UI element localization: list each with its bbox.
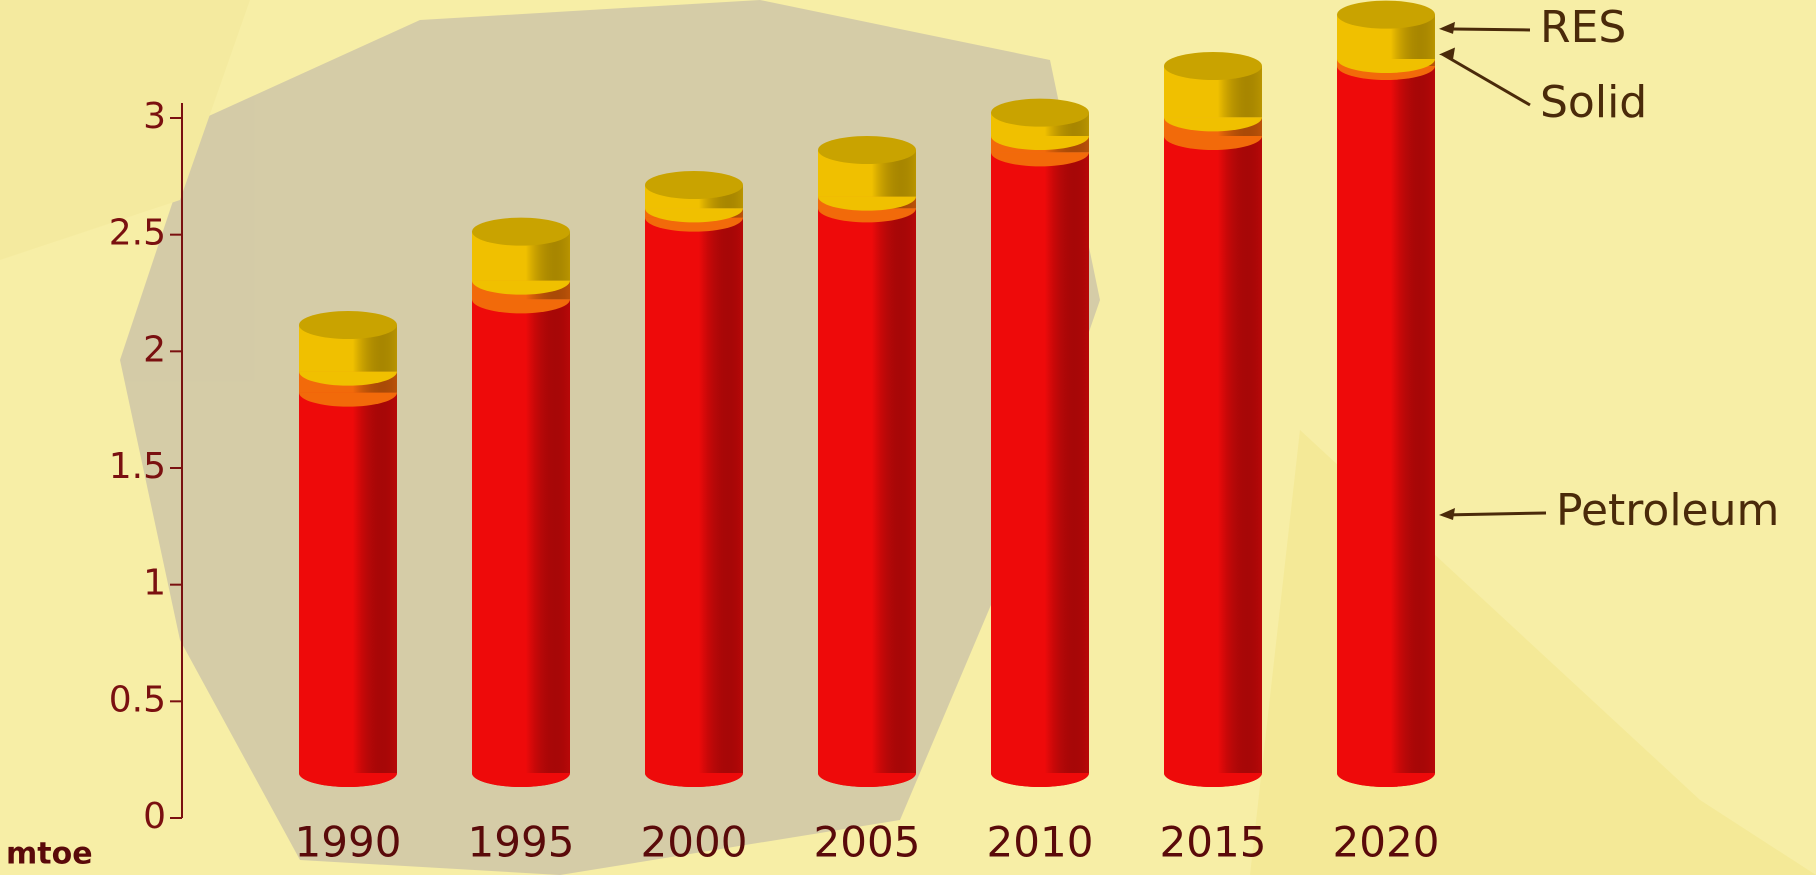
page: {"chart_data": {"type": "bar", "stacked"… (0, 0, 1816, 875)
annotation-arrowhead (1439, 508, 1455, 520)
y-tick-label: 1 (143, 563, 166, 604)
x-tick-label: 1995 (468, 818, 575, 867)
y-axis-label: mtoe (6, 837, 93, 872)
legend-label: RES (1540, 2, 1626, 53)
bar-shade (818, 208, 916, 773)
y-tick-label: 1.5 (109, 446, 166, 487)
bar-top (472, 218, 570, 246)
bar-top (1337, 1, 1435, 29)
x-tick-label: 2010 (987, 818, 1094, 867)
bar-shade (1337, 66, 1435, 773)
y-tick-label: 3 (143, 96, 166, 137)
chart: mtoe 0 0.5 1 1.5 2 2.5 3 1990 1995 2000 2005 2010 20… (0, 0, 1816, 875)
x-tick-label: 2005 (814, 818, 921, 867)
bar-shade (299, 393, 397, 773)
annotation-arrowhead (1439, 22, 1455, 34)
bar-top (991, 99, 1089, 127)
annotation-arrow (1443, 29, 1530, 30)
annotation-arrow (1443, 513, 1546, 515)
bar-top (645, 171, 743, 199)
y-tick-label: 0 (143, 796, 166, 837)
bar-bottom-curve (1164, 773, 1262, 787)
y-tick-label: 2.5 (109, 213, 166, 254)
bar-shade (991, 152, 1089, 773)
x-tick-label: 2020 (1333, 818, 1440, 867)
bar-top (818, 136, 916, 164)
bar-shade (645, 218, 743, 773)
x-tick-label: 2000 (641, 818, 748, 867)
bar-shade (472, 299, 570, 773)
bar-top (1164, 52, 1262, 80)
x-tick-label: 2015 (1160, 818, 1267, 867)
y-tick-label: 0.5 (109, 679, 166, 720)
bar-bottom-curve (991, 773, 1089, 787)
bar-top (299, 311, 397, 339)
bar-shade (1164, 136, 1262, 773)
legend-label: Solid (1540, 77, 1647, 128)
annotation-arrow (1443, 55, 1530, 106)
y-tick-label: 2 (143, 329, 166, 370)
legend-label: Petroleum (1556, 485, 1779, 536)
x-tick-label: 1990 (295, 818, 402, 867)
